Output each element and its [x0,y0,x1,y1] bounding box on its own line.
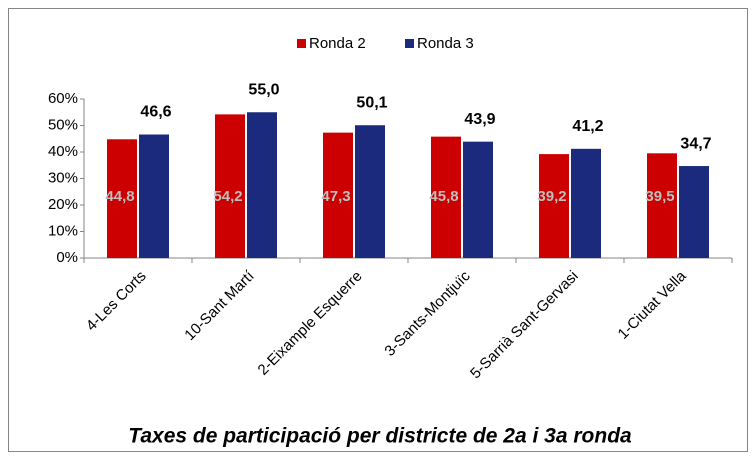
value-label: 50,1 [356,94,387,111]
value-label: 54,2 [213,188,242,205]
value-label: 44,8 [105,188,134,205]
bar [247,112,277,258]
value-label: 55,0 [248,81,279,98]
y-tick-label: 30% [48,169,78,186]
bar [679,166,709,258]
legend-swatch [297,39,306,48]
bar [355,125,385,258]
bar [463,141,493,258]
bar [571,148,601,258]
value-label: 46,6 [140,104,171,121]
y-tick-label: 60% [48,90,78,107]
value-label: 41,2 [572,118,603,135]
legend-label: Ronda 2 [309,35,366,52]
y-tick-label: 40% [48,143,78,160]
bar [647,153,677,258]
y-tick-label: 50% [48,116,78,133]
y-tick-label: 10% [48,222,78,239]
bar [431,136,461,258]
value-label: 47,3 [321,188,350,205]
value-label: 39,5 [645,188,674,205]
bar [323,132,353,258]
legend-swatch [405,39,414,48]
value-label: 34,7 [680,135,711,152]
bar [107,139,137,258]
value-label: 43,9 [464,111,495,128]
bar [215,114,245,259]
legend-label: Ronda 3 [417,35,474,52]
y-tick-label: 20% [48,196,78,213]
value-label: 39,2 [537,188,566,205]
y-tick-label: 0% [56,249,78,266]
value-label: 45,8 [429,188,458,205]
chart-title: Taxes de participació per districte de 2… [128,425,632,448]
bar [539,154,569,258]
bar [139,134,169,258]
